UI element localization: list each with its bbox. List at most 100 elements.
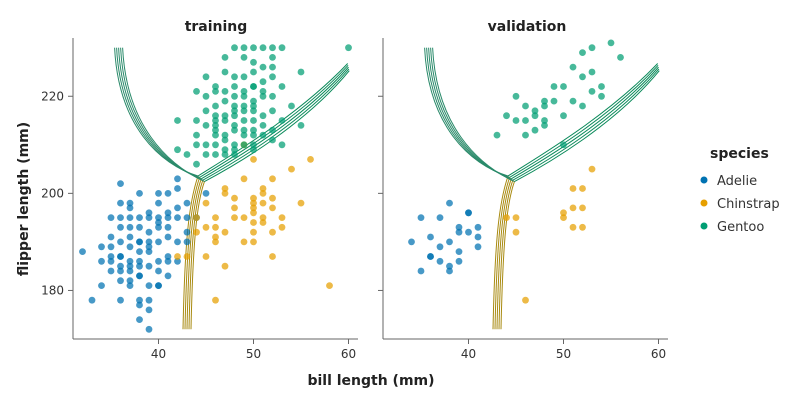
point-gentoo (269, 107, 276, 115)
point-adelie (455, 257, 463, 265)
point-gentoo (297, 122, 305, 129)
point-chinstrap (174, 253, 181, 260)
point-gentoo (250, 107, 257, 115)
point-adelie (126, 243, 134, 251)
point-gentoo (231, 151, 238, 158)
point-adelie (174, 257, 181, 265)
point-gentoo (221, 112, 229, 120)
point-gentoo (588, 44, 596, 52)
point-adelie (145, 282, 153, 289)
x-axis-title: bill length (mm) (307, 373, 434, 389)
contour-gentoo-chinstrap-line (199, 64, 349, 178)
point-gentoo (541, 102, 548, 110)
point-adelie (126, 282, 134, 289)
point-chinstrap (202, 199, 210, 207)
point-gentoo (193, 88, 200, 95)
point-gentoo (278, 44, 286, 52)
point-chinstrap (512, 228, 520, 236)
point-adelie (126, 257, 134, 265)
contour-adelie-chinstrap-line (496, 178, 512, 330)
point-gentoo (231, 83, 238, 90)
point-gentoo (531, 107, 539, 115)
legend: species Adelie Chinstrap Gentoo (700, 146, 780, 235)
panel-training: 40 50 60 180 200 220 (41, 38, 358, 361)
point-gentoo (579, 102, 586, 110)
point-chinstrap (259, 190, 267, 197)
point-chinstrap (240, 175, 248, 183)
point-chinstrap (579, 204, 586, 212)
contour-gentoo-chinstrap-line (509, 64, 659, 178)
point-chinstrap (240, 214, 248, 222)
point-adelie (117, 199, 124, 207)
point-gentoo (541, 122, 548, 129)
point-adelie (174, 214, 181, 222)
point-gentoo (250, 102, 257, 110)
point-adelie (136, 257, 143, 265)
point-gentoo (269, 44, 276, 52)
point-gentoo (259, 112, 267, 120)
point-gentoo (221, 131, 229, 139)
point-chinstrap (250, 199, 257, 207)
point-adelie (174, 204, 181, 212)
point-chinstrap (212, 214, 219, 222)
point-gentoo (221, 88, 229, 95)
point-gentoo (607, 39, 615, 47)
point-adelie (136, 301, 143, 309)
point-gentoo (598, 83, 605, 90)
point-adelie (436, 243, 444, 251)
point-gentoo (288, 102, 295, 110)
point-chinstrap (212, 238, 219, 246)
legend-label-adelie: Adelie (717, 174, 757, 189)
point-gentoo (231, 141, 238, 149)
point-adelie (183, 228, 191, 236)
point-chinstrap (231, 214, 238, 222)
point-chinstrap (250, 238, 257, 246)
point-gentoo (522, 117, 529, 124)
point-adelie (174, 175, 181, 183)
point-gentoo (250, 131, 257, 139)
point-gentoo (240, 117, 248, 124)
point-gentoo (278, 83, 286, 90)
point-gentoo (297, 68, 305, 76)
point-chinstrap (269, 253, 276, 260)
point-adelie (136, 262, 143, 270)
point-adelie (474, 243, 482, 251)
series-gentoo-training (174, 44, 352, 168)
point-adelie (136, 296, 143, 304)
point-adelie (183, 199, 191, 207)
point-gentoo (240, 88, 248, 95)
point-gentoo (231, 146, 238, 154)
point-gentoo (617, 54, 624, 61)
point-chinstrap (259, 199, 267, 207)
point-adelie (427, 253, 434, 260)
point-adelie (126, 223, 134, 231)
point-chinstrap (250, 194, 257, 202)
point-gentoo (240, 54, 248, 61)
series-adelie-validation (408, 199, 482, 275)
point-gentoo (202, 73, 210, 81)
point-gentoo (550, 83, 558, 90)
point-gentoo (269, 54, 276, 61)
point-gentoo (240, 44, 248, 52)
point-adelie (145, 306, 153, 314)
point-gentoo (560, 112, 567, 120)
series-adelie-training (79, 175, 210, 333)
point-chinstrap (278, 214, 286, 222)
point-adelie (107, 233, 115, 241)
point-adelie (183, 214, 191, 222)
point-gentoo (250, 126, 257, 134)
point-adelie (136, 272, 143, 280)
point-adelie (145, 248, 153, 256)
contour-adelie-chinstrap-line (492, 175, 509, 330)
point-gentoo (269, 63, 276, 71)
series-gentoo-validation (493, 39, 624, 149)
point-adelie (98, 243, 105, 251)
point-adelie (117, 253, 124, 260)
x-tick-label: 40 (461, 347, 476, 361)
point-gentoo (221, 146, 229, 154)
point-chinstrap (269, 194, 276, 202)
point-adelie (145, 228, 153, 236)
point-gentoo (531, 112, 539, 120)
contour-gentoo-chinstrap-line (512, 68, 660, 181)
point-gentoo (231, 44, 238, 52)
